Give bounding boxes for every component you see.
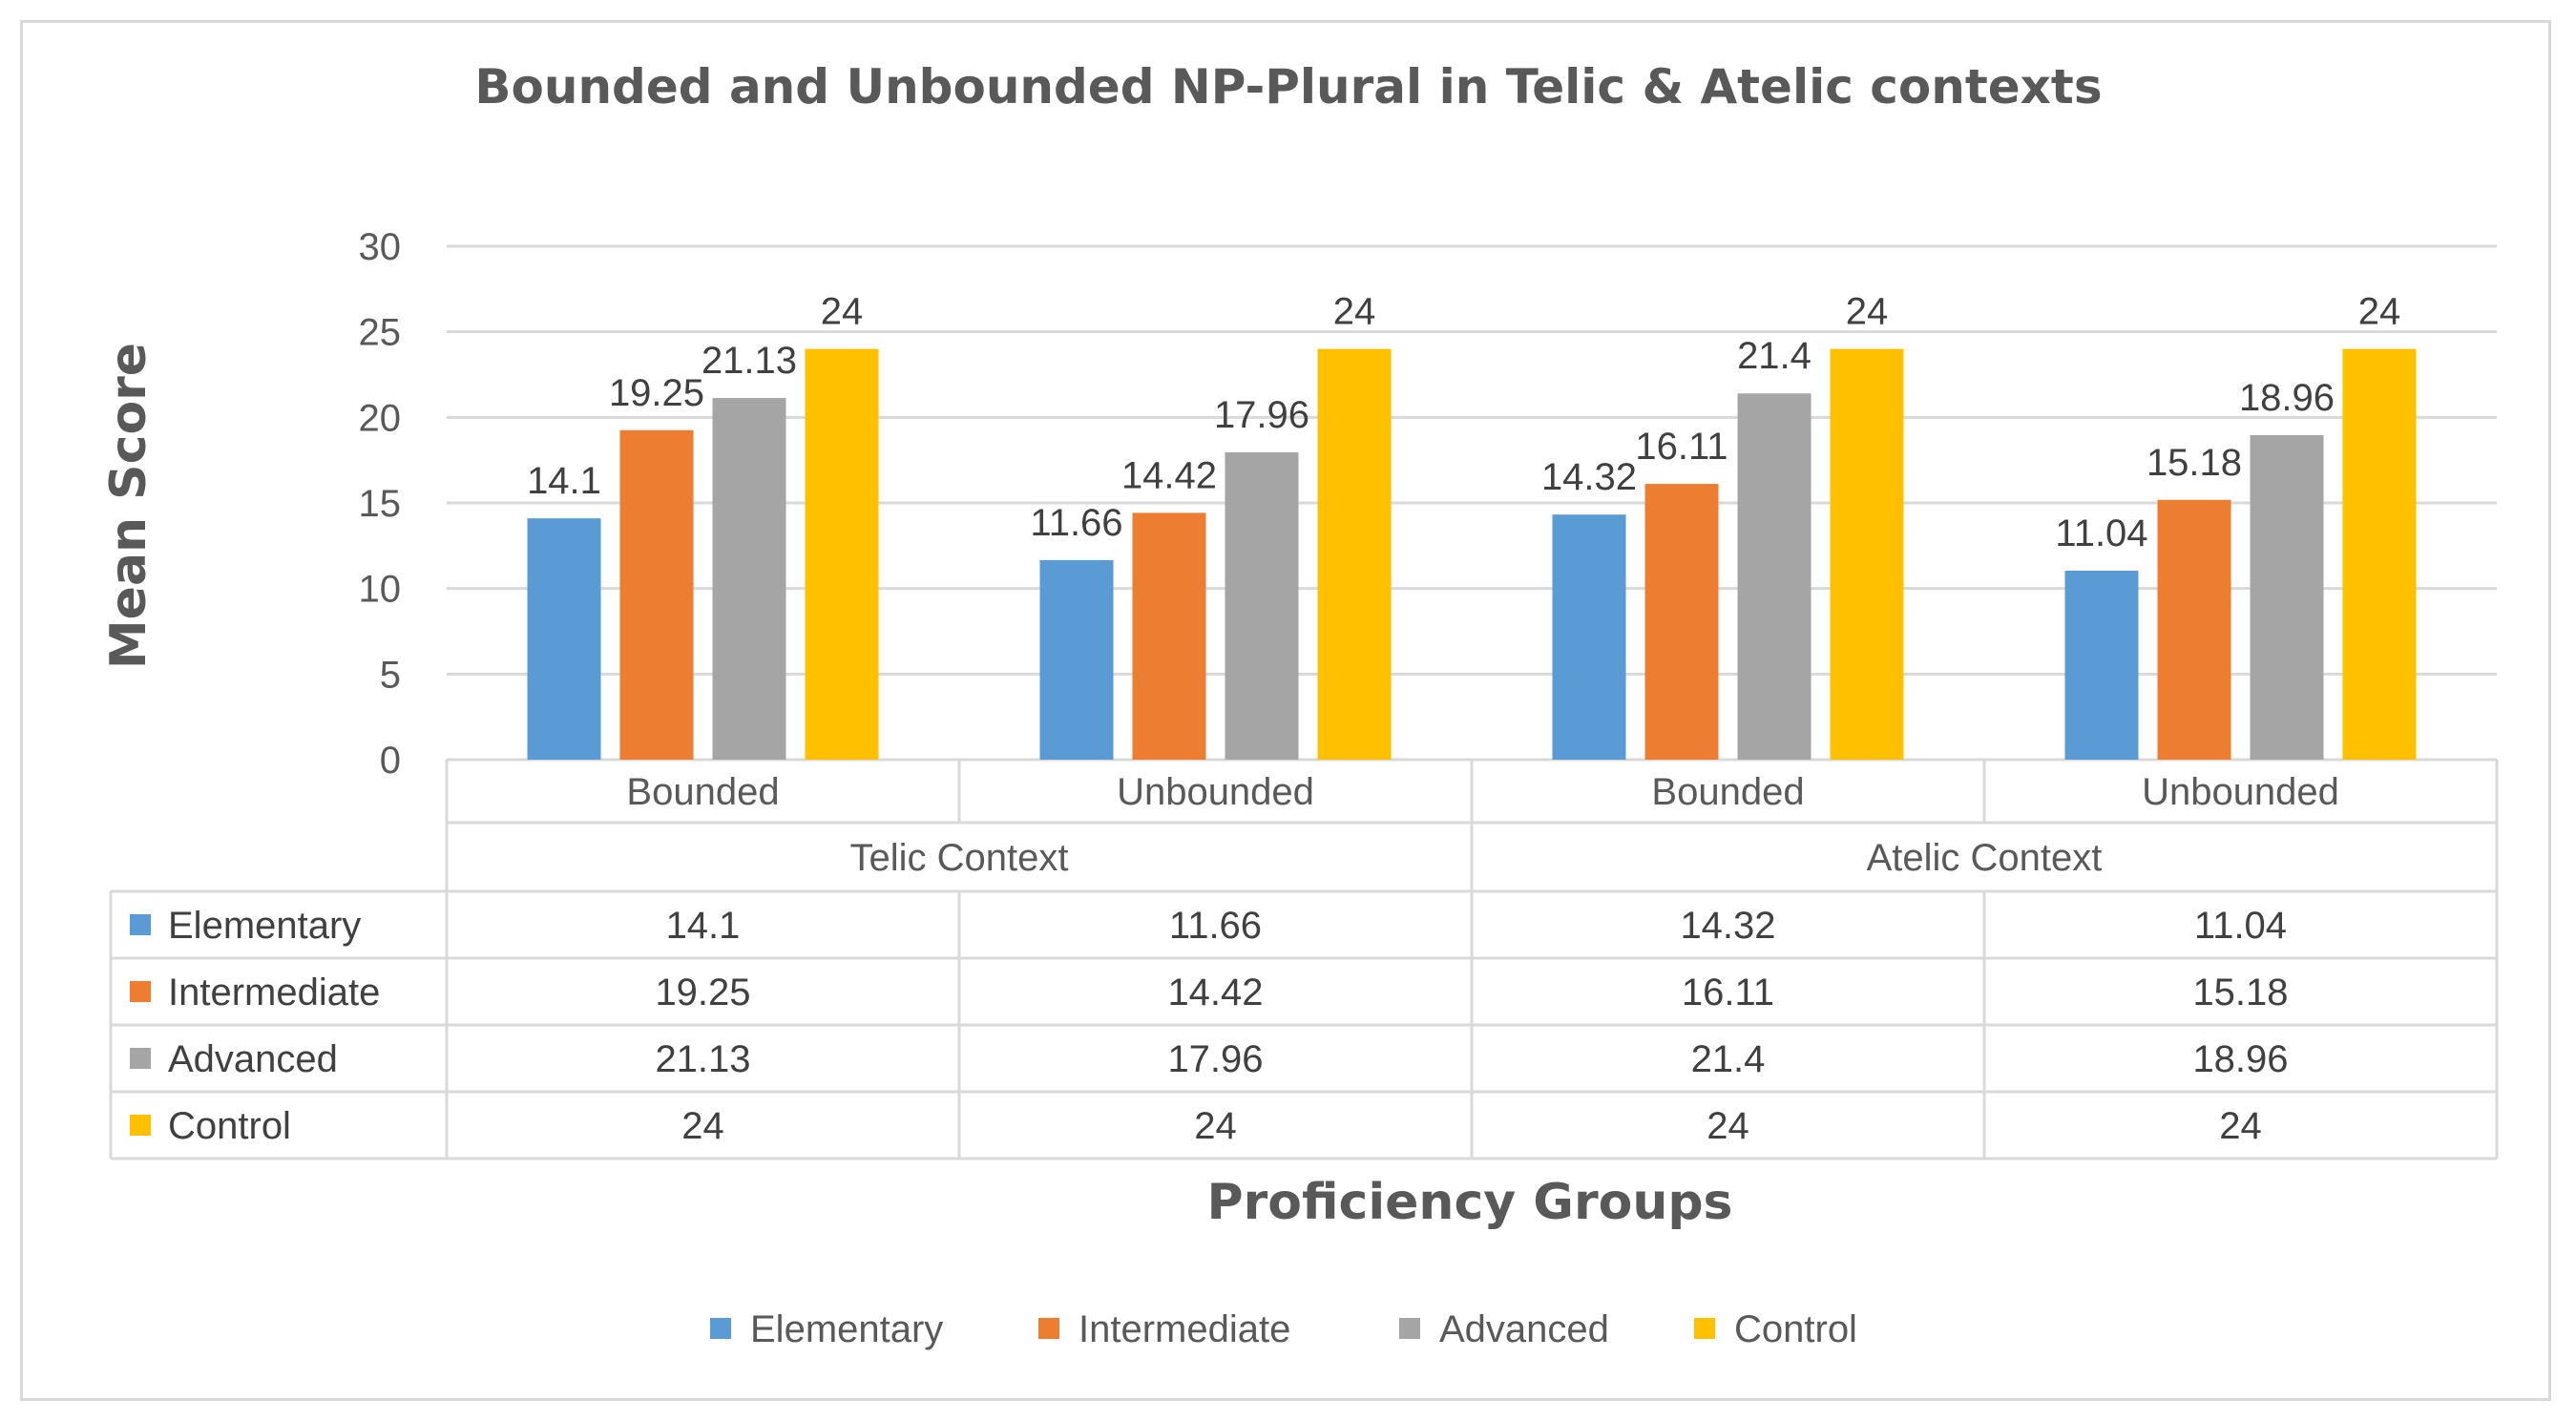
- y-tick-label: 25: [359, 312, 402, 354]
- bar-elementary: [2064, 571, 2139, 760]
- data-label: 18.96: [2239, 377, 2335, 419]
- table-cell: 11.04: [2194, 905, 2287, 947]
- table-cell: 18.96: [2192, 1038, 2288, 1080]
- data-label: 21.13: [702, 340, 797, 382]
- data-label: 24: [2358, 291, 2401, 333]
- x-category-label: Bounded: [626, 771, 779, 813]
- bar-elementary: [1552, 514, 1626, 760]
- table-cell: 19.25: [655, 972, 750, 1014]
- data-label: 16.11: [1635, 426, 1728, 468]
- table-cell: 21.13: [655, 1038, 750, 1080]
- x-group-label: Atelic Context: [1867, 837, 2103, 879]
- table-legend-key: [130, 1115, 151, 1136]
- legend: Elementary Intermediate Advanced Control: [710, 1308, 1857, 1350]
- data-labels: 14.1 11.66 14.32 11.04 19.25 14.42 16.11 15.18 2…: [527, 291, 2400, 554]
- table-series-name: Advanced: [168, 1038, 338, 1080]
- legend-label: Advanced: [1439, 1308, 1609, 1350]
- table-cell: 21.4: [1691, 1038, 1766, 1080]
- data-label: 14.1: [527, 460, 601, 502]
- data-label: 15.18: [2147, 442, 2242, 484]
- legend-key-advanced: [1399, 1318, 1420, 1339]
- x-group-label: Telic Context: [850, 837, 1069, 879]
- table-cell: 11.66: [1169, 905, 1262, 947]
- data-label: 24: [821, 291, 864, 333]
- y-tick-label: 15: [359, 483, 402, 525]
- bar-control: [2342, 348, 2417, 760]
- bar-control: [1830, 348, 1904, 760]
- data-label: 14.42: [1121, 454, 1217, 496]
- data-label: 11.04: [2055, 512, 2147, 554]
- bar-elementary: [1039, 559, 1114, 760]
- legend-key-intermediate: [1038, 1318, 1059, 1339]
- data-label: 11.66: [1030, 502, 1122, 544]
- bars: [527, 348, 2417, 760]
- bar-advanced: [1737, 393, 1812, 760]
- bar-intermediate: [2157, 499, 2231, 760]
- bar-advanced: [712, 398, 786, 760]
- table-legend-key: [130, 981, 151, 1002]
- data-label: 14.32: [1541, 456, 1637, 498]
- y-tick-label: 0: [380, 740, 401, 782]
- data-label: 21.4: [1737, 335, 1812, 377]
- table-cell: 16.11: [1682, 972, 1774, 1014]
- table-cell: 24: [681, 1105, 724, 1147]
- x-category-label: Unbounded: [2142, 771, 2339, 813]
- table-cell: 14.32: [1680, 905, 1775, 947]
- bar-advanced: [1225, 451, 1299, 760]
- bar-elementary: [527, 518, 601, 760]
- x-category-label: Bounded: [1651, 771, 1804, 813]
- bar-control: [805, 348, 879, 760]
- table-cell: 14.1: [666, 905, 741, 947]
- y-tick-label: 5: [380, 654, 401, 696]
- table-legend-key: [130, 914, 151, 935]
- data-label: 17.96: [1214, 394, 1309, 436]
- y-axis-title: Mean Score: [100, 343, 157, 669]
- table-legend-key: [130, 1048, 151, 1069]
- legend-key-elementary: [710, 1318, 731, 1339]
- table-series-name: Intermediate: [168, 972, 380, 1014]
- y-axis-ticks: 0 5 10 15 20 25 30: [359, 226, 402, 782]
- data-label: 24: [1846, 291, 1889, 333]
- table-cell: 24: [1194, 1105, 1237, 1147]
- data-label: 19.25: [609, 372, 704, 414]
- bar-control: [1317, 348, 1392, 760]
- legend-label: Intermediate: [1079, 1308, 1290, 1350]
- y-tick-label: 20: [359, 397, 402, 439]
- bar-intermediate: [619, 429, 694, 760]
- y-tick-label: 10: [359, 569, 402, 611]
- legend-label: Elementary: [750, 1308, 943, 1350]
- bar-advanced: [2250, 434, 2324, 760]
- table-series-name: Elementary: [168, 905, 361, 947]
- chart-title: Bounded and Unbounded NP-Plural in Telic…: [474, 59, 2102, 115]
- table-series-name: Control: [168, 1105, 291, 1147]
- data-label: 24: [1333, 291, 1376, 333]
- table-cell: 15.18: [2192, 972, 2288, 1014]
- y-tick-label: 30: [359, 226, 402, 268]
- x-axis-title: Proficiency Groups: [1206, 1174, 1732, 1231]
- bar-intermediate: [1132, 512, 1206, 760]
- table-cell: 14.42: [1167, 972, 1263, 1014]
- data-table: Bounded Unbounded Bounded Unbounded Telic Co…: [109, 760, 2499, 1160]
- gridlines: [447, 244, 2497, 762]
- legend-key-control: [1694, 1318, 1715, 1339]
- legend-label: Control: [1734, 1308, 1857, 1350]
- table-cell: 24: [2219, 1105, 2262, 1147]
- table-cell: 24: [1707, 1105, 1749, 1147]
- table-cell: 17.96: [1167, 1038, 1263, 1080]
- bar-intermediate: [1644, 484, 1719, 760]
- x-category-label: Unbounded: [1117, 771, 1314, 813]
